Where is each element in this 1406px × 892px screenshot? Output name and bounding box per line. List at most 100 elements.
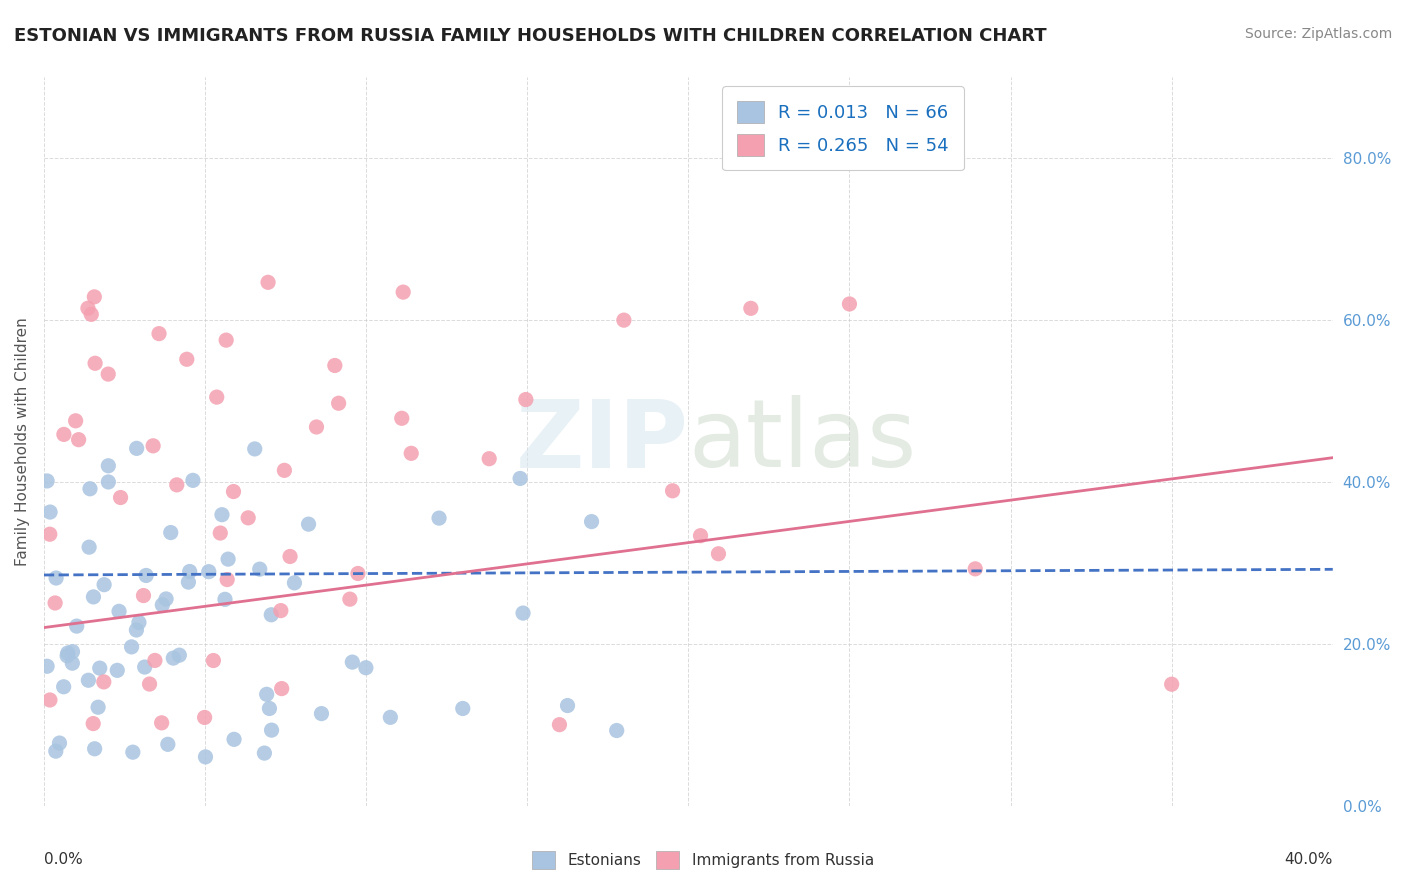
Point — [48, 736, 70, 750]
Point — [166, 478, 188, 492]
Point — [97, 458, 120, 473]
Point — [205, 390, 228, 404]
Point — [243, 442, 266, 456]
Point — [177, 575, 200, 590]
Point — [150, 715, 173, 730]
Point — [392, 285, 415, 299]
Point — [707, 547, 730, 561]
Point — [125, 442, 148, 456]
Point — [305, 420, 328, 434]
Point — [66, 619, 89, 633]
Point — [342, 655, 364, 669]
Point — [661, 483, 683, 498]
Point — [259, 701, 281, 715]
Point — [125, 623, 148, 637]
Legend: R = 0.013   N = 66, R = 0.265   N = 54: R = 0.013 N = 66, R = 0.265 N = 54 — [723, 87, 963, 170]
Point — [52, 427, 75, 442]
Point — [581, 515, 603, 529]
Point — [217, 552, 239, 566]
Point — [135, 568, 157, 582]
Point — [156, 737, 179, 751]
Point — [83, 290, 105, 304]
Point — [45, 571, 67, 585]
Point — [93, 577, 115, 591]
Point — [427, 511, 450, 525]
Point — [380, 710, 402, 724]
Point — [39, 505, 62, 519]
Point — [82, 590, 104, 604]
Point — [557, 698, 579, 713]
Point — [399, 446, 422, 460]
Y-axis label: Family Households with Children: Family Households with Children — [15, 318, 30, 566]
Point — [132, 589, 155, 603]
Point — [97, 475, 120, 489]
Point — [270, 681, 292, 696]
Point — [451, 701, 474, 715]
Point — [257, 276, 280, 290]
Point — [1160, 677, 1182, 691]
Point — [121, 640, 143, 654]
Point — [194, 710, 217, 724]
Point — [273, 463, 295, 477]
Point — [77, 540, 100, 554]
Point — [84, 356, 107, 370]
Point — [176, 352, 198, 367]
Point — [217, 573, 239, 587]
Point — [169, 648, 191, 663]
Point — [143, 653, 166, 667]
Point — [56, 648, 79, 663]
Point — [134, 660, 156, 674]
Point — [328, 396, 350, 410]
Point — [253, 746, 276, 760]
Point — [105, 664, 128, 678]
Point — [155, 591, 177, 606]
Point — [159, 525, 181, 540]
Point — [249, 562, 271, 576]
Point — [838, 297, 860, 311]
Point — [52, 680, 75, 694]
Point — [142, 439, 165, 453]
Point — [214, 592, 236, 607]
Point — [56, 646, 79, 660]
Point — [311, 706, 333, 721]
Text: ZIP: ZIP — [516, 395, 689, 488]
Point — [44, 596, 66, 610]
Point — [38, 527, 60, 541]
Legend: Estonians, Immigrants from Russia: Estonians, Immigrants from Russia — [526, 845, 880, 875]
Point — [606, 723, 628, 738]
Point — [260, 607, 283, 622]
Point — [110, 491, 132, 505]
Point — [97, 367, 120, 381]
Point — [179, 565, 201, 579]
Point — [89, 661, 111, 675]
Point — [62, 645, 84, 659]
Point — [108, 604, 131, 618]
Point — [128, 615, 150, 630]
Point — [181, 474, 204, 488]
Point — [93, 674, 115, 689]
Point — [65, 414, 87, 428]
Point — [515, 392, 537, 407]
Point — [270, 604, 292, 618]
Point — [260, 723, 283, 738]
Point — [391, 411, 413, 425]
Point — [222, 484, 245, 499]
Point — [256, 687, 278, 701]
Text: 0.0%: 0.0% — [44, 852, 83, 867]
Point — [478, 451, 501, 466]
Text: atlas: atlas — [689, 395, 917, 488]
Point — [347, 566, 370, 581]
Point — [162, 651, 184, 665]
Point — [202, 654, 225, 668]
Point — [38, 693, 60, 707]
Point — [354, 661, 377, 675]
Point — [150, 598, 173, 612]
Point — [509, 471, 531, 485]
Point — [323, 359, 346, 373]
Point — [197, 565, 219, 579]
Point — [740, 301, 762, 316]
Point — [82, 716, 104, 731]
Point — [37, 474, 59, 488]
Point — [87, 700, 110, 714]
Point — [60, 656, 83, 670]
